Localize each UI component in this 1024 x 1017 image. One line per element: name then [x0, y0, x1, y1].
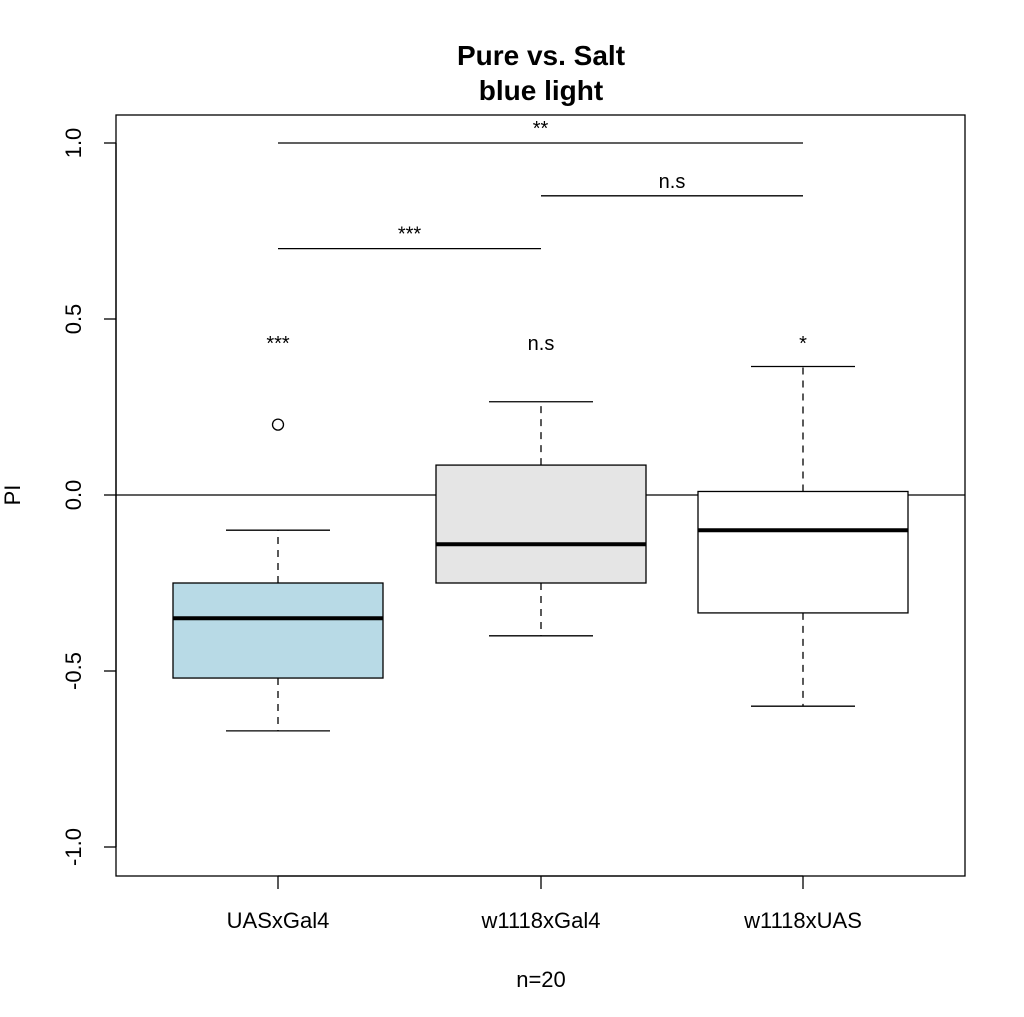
- x-tick-label: w1118xGal4: [480, 908, 600, 933]
- y-tick-label: 0.5: [61, 304, 86, 335]
- group-significance-label: *: [799, 333, 807, 355]
- box-w1118xUAS: [697, 490, 909, 614]
- y-tick-label: -0.5: [61, 652, 86, 690]
- x-tick-label: UASxGal4: [227, 908, 330, 933]
- group-significance-label: n.s: [528, 333, 555, 355]
- box-UASxGal4: [172, 582, 384, 679]
- group-significance-label: ***: [266, 333, 290, 355]
- chart-title: Pure vs. Salt: [457, 40, 625, 71]
- y-tick-label: 0.0: [61, 480, 86, 511]
- box-w1118xGal4: [435, 464, 647, 584]
- comparison-label: ***: [398, 224, 422, 246]
- x-tick-label: w1118xUAS: [743, 908, 862, 933]
- comparison-label: **: [533, 118, 549, 140]
- x-axis-label: n=20: [516, 967, 566, 992]
- chart-subtitle: blue light: [479, 75, 603, 106]
- comparison-label: n.s: [659, 171, 686, 193]
- y-tick-label: -1.0: [61, 828, 86, 866]
- outlier-point: [271, 418, 285, 431]
- chart-marks: -1.0 -0.5 0.0 0.5 1.0 UASxGal4 w1118xGal4 w1118…: [61, 118, 965, 933]
- y-axis-label: PI: [0, 485, 25, 506]
- y-tick-label: 1.0: [61, 128, 86, 159]
